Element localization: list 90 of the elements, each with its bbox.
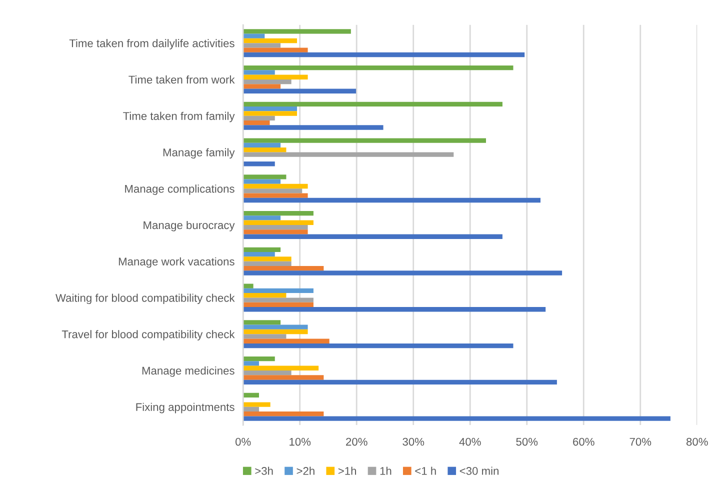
y-tick-label: Manage work vacations <box>118 257 234 268</box>
bar <box>243 284 254 288</box>
bar <box>243 256 292 262</box>
bar <box>243 138 486 143</box>
bar <box>243 370 292 376</box>
bar <box>243 210 314 216</box>
bar <box>243 38 298 44</box>
bar <box>243 307 546 312</box>
bar <box>243 412 324 416</box>
x-tick-label: 80% <box>686 438 708 446</box>
bar <box>243 43 281 48</box>
bar <box>243 29 351 34</box>
bar <box>243 70 275 75</box>
bar <box>243 48 308 52</box>
bar <box>243 111 298 116</box>
y-tick-label: Manage medicines <box>142 366 234 377</box>
legend-label: >1h <box>338 466 356 475</box>
bar <box>243 184 308 189</box>
legend-label: >3h <box>255 466 273 475</box>
bar <box>243 179 281 184</box>
y-tick-label: Fixing appointments <box>136 402 234 414</box>
bar <box>243 84 281 89</box>
legend-label: 1h <box>380 466 392 475</box>
y-tick-label: Time taken from work <box>128 75 235 84</box>
bar <box>243 74 308 80</box>
bar <box>243 356 275 362</box>
bar <box>243 193 308 198</box>
bar <box>243 234 502 239</box>
bar <box>243 106 298 112</box>
y-tick-label: Waiting for blood compatibility check <box>56 294 235 304</box>
bar <box>243 293 286 298</box>
bar <box>243 65 514 70</box>
bar <box>243 338 330 344</box>
bar <box>243 375 324 380</box>
bar <box>243 220 314 225</box>
bar <box>243 174 286 180</box>
y-tick-label: Travel for blood compatibility check <box>62 330 235 340</box>
bar <box>243 125 384 130</box>
bar <box>243 88 356 94</box>
y-tick-label: Time taken from dailylife activities <box>69 39 234 50</box>
bar <box>243 79 292 84</box>
bar <box>243 198 540 203</box>
bar <box>243 162 275 166</box>
x-tick-label: 70% <box>630 438 652 446</box>
bar <box>243 416 670 421</box>
bar <box>243 392 259 398</box>
bar <box>243 152 454 157</box>
bar <box>243 230 308 234</box>
bar <box>243 224 308 230</box>
bar <box>243 120 270 126</box>
bar <box>243 148 286 152</box>
bar <box>243 366 319 370</box>
legend-label: >2h <box>296 466 314 475</box>
y-tick-label: Manage family <box>163 148 235 159</box>
bar <box>243 361 259 366</box>
bar <box>243 329 308 334</box>
x-tick-label: 30% <box>402 438 424 446</box>
bar <box>243 188 302 194</box>
bar <box>243 320 281 325</box>
x-tick-label: 60% <box>573 438 594 446</box>
bar <box>243 261 292 266</box>
x-tick-label: 40% <box>459 438 481 446</box>
bar <box>243 252 275 257</box>
y-tick-label: Manage burocracy <box>144 220 235 232</box>
x-tick-label: 10% <box>290 438 311 446</box>
bar <box>243 116 275 120</box>
bar <box>243 34 265 38</box>
bar <box>243 406 259 412</box>
bar <box>243 216 281 220</box>
bar <box>243 247 281 252</box>
bar <box>243 288 314 294</box>
bar <box>243 270 562 276</box>
bar <box>243 142 281 148</box>
legend-label: <1 h <box>415 466 436 475</box>
bar <box>243 302 314 308</box>
y-tick-label: Manage complications <box>125 184 234 195</box>
y-tick-label: Time taken from family <box>123 112 235 122</box>
bar <box>243 298 314 302</box>
x-tick-label: 50% <box>516 438 538 446</box>
x-tick-label: 0% <box>236 438 251 446</box>
bar <box>243 334 286 339</box>
bar <box>243 52 525 58</box>
bar <box>243 380 557 384</box>
bar <box>243 266 324 271</box>
bar <box>243 102 502 106</box>
x-tick-label: 20% <box>346 438 368 446</box>
bar <box>243 324 308 330</box>
legend-label: <30 min <box>460 466 498 475</box>
bar <box>243 402 270 407</box>
bar <box>243 343 514 348</box>
